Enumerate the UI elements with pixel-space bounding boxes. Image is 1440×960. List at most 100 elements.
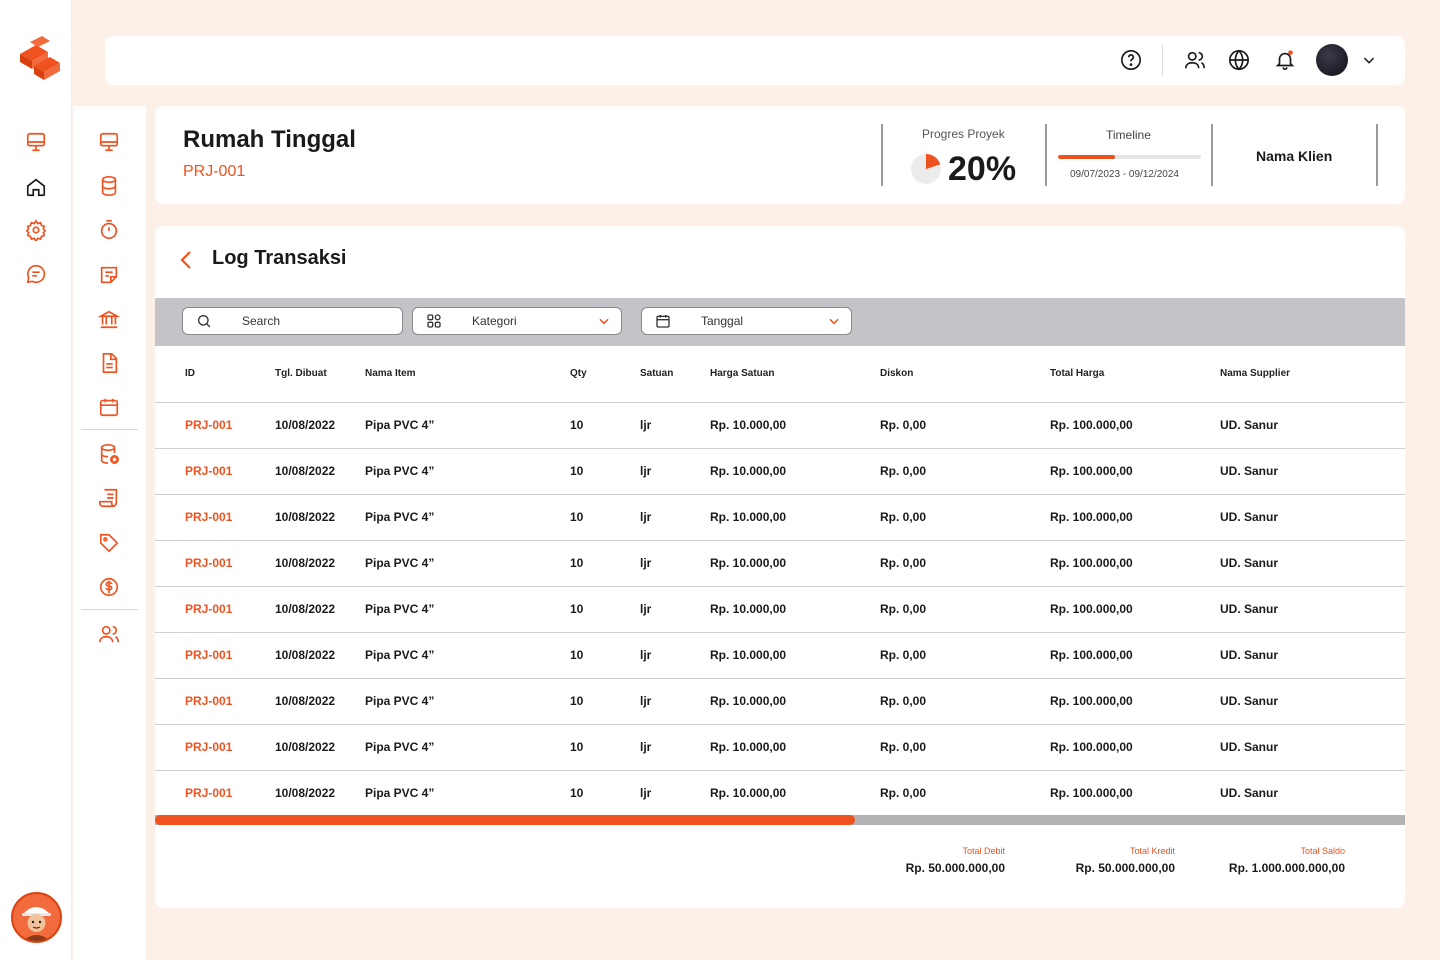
table-row[interactable]: PRJ-001 10/08/2022 Pipa PVC 4” 10 ljr Rp. 10.… bbox=[155, 540, 1405, 587]
brand-logo-icon[interactable] bbox=[16, 36, 62, 84]
column-header[interactable]: Nama Supplier bbox=[1220, 346, 1405, 403]
row-supplier: UD. Sanur bbox=[1220, 786, 1279, 801]
row-supplier: UD. Sanur bbox=[1220, 724, 1405, 771]
row-discount: Rp. 0,00 bbox=[880, 586, 1050, 633]
row-unit-price: Rp. 10.000,00 bbox=[710, 724, 880, 771]
row-supplier: UD. Sanur bbox=[1220, 448, 1405, 495]
search-placeholder: Search bbox=[242, 314, 281, 328]
row-id[interactable]: PRJ-001 bbox=[155, 586, 275, 633]
row-total-price: Rp. 100.000,00 bbox=[1050, 448, 1220, 495]
progress-label: Progres Proyek bbox=[922, 127, 1005, 141]
column-header[interactable]: Harga Satuan bbox=[710, 346, 880, 403]
timer-icon[interactable] bbox=[97, 218, 121, 242]
total-saldo-value: Rp. 1.000.000.000,00 bbox=[1228, 861, 1345, 875]
row-unit: ljr bbox=[640, 540, 710, 587]
calendar-icon[interactable] bbox=[97, 395, 121, 419]
row-id[interactable]: PRJ-001 bbox=[155, 540, 275, 587]
bank-icon[interactable] bbox=[97, 307, 121, 331]
row-id[interactable]: PRJ-001 bbox=[185, 786, 233, 801]
receipt-icon[interactable] bbox=[97, 486, 121, 510]
row-date: 10/08/2022 bbox=[275, 678, 365, 725]
row-unit: ljr bbox=[640, 678, 710, 725]
home-icon[interactable] bbox=[24, 175, 48, 199]
header-divider bbox=[1045, 124, 1047, 186]
row-unit-price: Rp. 10.000,00 bbox=[710, 786, 787, 801]
row-id[interactable]: PRJ-001 bbox=[155, 724, 275, 771]
row-total-price: Rp. 100.000,00 bbox=[1050, 586, 1220, 633]
row-supplier: UD. Sanur bbox=[1220, 678, 1405, 725]
dollar-icon[interactable] bbox=[97, 575, 121, 599]
row-qty: 10 bbox=[570, 724, 640, 771]
globe-icon[interactable] bbox=[1227, 48, 1251, 72]
row-id[interactable]: PRJ-001 bbox=[155, 494, 275, 541]
row-id[interactable]: PRJ-001 bbox=[155, 448, 275, 495]
row-discount: Rp. 0,00 bbox=[880, 678, 1050, 725]
chat-icon[interactable] bbox=[24, 262, 48, 286]
row-id[interactable]: PRJ-001 bbox=[155, 402, 275, 449]
table-row[interactable]: PRJ-001 10/08/2022 Pipa PVC 4” 10 ljr Rp. 10.… bbox=[155, 724, 1405, 771]
monitor-icon[interactable] bbox=[97, 130, 121, 154]
column-header[interactable]: Diskon bbox=[880, 346, 1050, 403]
column-header[interactable]: ID bbox=[155, 346, 275, 403]
chevron-down-icon[interactable] bbox=[1357, 48, 1381, 72]
total-kredit-label: Total Kredit bbox=[1129, 846, 1175, 856]
table-row[interactable]: PRJ-001 10/08/2022 Pipa PVC 4” 10 ljr Rp. 10.… bbox=[155, 494, 1405, 541]
row-total-price: Rp. 100.000,00 bbox=[1050, 540, 1220, 587]
category-dropdown[interactable]: Kategori bbox=[412, 307, 622, 335]
row-unit: ljr bbox=[640, 632, 710, 679]
note-icon[interactable] bbox=[97, 263, 121, 287]
total-kredit-value: Rp. 50.000.000,00 bbox=[1075, 861, 1175, 875]
row-id[interactable]: PRJ-001 bbox=[155, 632, 275, 679]
back-chevron-icon[interactable] bbox=[179, 248, 197, 272]
progress-value: 20% bbox=[948, 150, 1017, 188]
table-row[interactable]: PRJ-001 10/08/2022 Pipa PVC 4” 10 ljr Rp. 10.… bbox=[155, 678, 1405, 725]
database-add-icon[interactable] bbox=[97, 442, 121, 466]
total-saldo-label: Total Saldo bbox=[1300, 846, 1345, 856]
row-item-name: Pipa PVC 4” bbox=[365, 724, 570, 771]
calendar-icon bbox=[655, 313, 671, 329]
top-bar bbox=[105, 36, 1405, 85]
table-row[interactable]: PRJ-001 10/08/2022 Pipa PVC 4” 10 ljr Rp. 10.… bbox=[155, 402, 1405, 449]
help-icon[interactable] bbox=[1119, 48, 1143, 72]
users-icon[interactable] bbox=[1183, 48, 1207, 72]
column-header[interactable]: Qty bbox=[570, 346, 640, 403]
project-title: Rumah Tinggal bbox=[183, 126, 356, 153]
row-total-price: Rp. 100.000,00 bbox=[1050, 786, 1133, 801]
table-row[interactable]: PRJ-001 10/08/2022 Pipa PVC 4” 10 ljr Rp. 10.… bbox=[155, 632, 1405, 679]
horizontal-scrollbar[interactable] bbox=[155, 815, 1405, 825]
row-supplier: UD. Sanur bbox=[1220, 402, 1405, 449]
scrollbar-thumb[interactable] bbox=[155, 815, 855, 825]
column-header[interactable]: Satuan bbox=[640, 346, 710, 403]
row-supplier: UD. Sanur bbox=[1220, 540, 1405, 587]
row-unit-price: Rp. 10.000,00 bbox=[710, 678, 880, 725]
monitor-icon[interactable] bbox=[24, 130, 48, 154]
search-input[interactable]: Search bbox=[182, 307, 403, 335]
column-header[interactable]: Nama Item bbox=[365, 346, 570, 403]
table-row[interactable]: PRJ-001 10/08/2022 Pipa PVC 4” 10 ljr Rp. 10.… bbox=[155, 448, 1405, 495]
table-row[interactable]: PRJ-001 10/08/2022 Pipa PVC 4” 10 ljr Rp. 10.… bbox=[155, 586, 1405, 633]
document-icon[interactable] bbox=[97, 351, 121, 375]
nav-divider bbox=[81, 429, 138, 430]
total-debit-value: Rp. 50.000.000,00 bbox=[905, 861, 1005, 875]
row-id[interactable]: PRJ-001 bbox=[155, 678, 275, 725]
date-dropdown[interactable]: Tanggal bbox=[641, 307, 852, 335]
row-discount: Rp. 0,00 bbox=[880, 540, 1050, 587]
row-unit: ljr bbox=[640, 448, 710, 495]
bell-icon[interactable] bbox=[1273, 48, 1297, 72]
gear-icon[interactable] bbox=[24, 218, 48, 242]
user-avatar[interactable] bbox=[11, 892, 62, 943]
row-date: 10/08/2022 bbox=[275, 402, 365, 449]
row-unit-price: Rp. 10.000,00 bbox=[710, 586, 880, 633]
users-icon[interactable] bbox=[97, 622, 121, 646]
profile-avatar[interactable] bbox=[1316, 44, 1348, 76]
row-qty: 10 bbox=[570, 678, 640, 725]
column-header[interactable]: Total Harga bbox=[1050, 346, 1220, 403]
column-header[interactable]: Tgl. Dibuat bbox=[275, 346, 365, 403]
timeline-label: Timeline bbox=[1106, 128, 1151, 142]
tag-icon[interactable] bbox=[97, 531, 121, 555]
table-row[interactable]: PRJ-001 10/08/2022 Pipa PVC 4” 10 ljr Rp. 10.… bbox=[155, 770, 1405, 816]
row-discount: Rp. 0,00 bbox=[880, 402, 1050, 449]
row-date: 10/08/2022 bbox=[275, 540, 365, 587]
database-icon[interactable] bbox=[97, 174, 121, 198]
nav-divider bbox=[81, 609, 138, 610]
